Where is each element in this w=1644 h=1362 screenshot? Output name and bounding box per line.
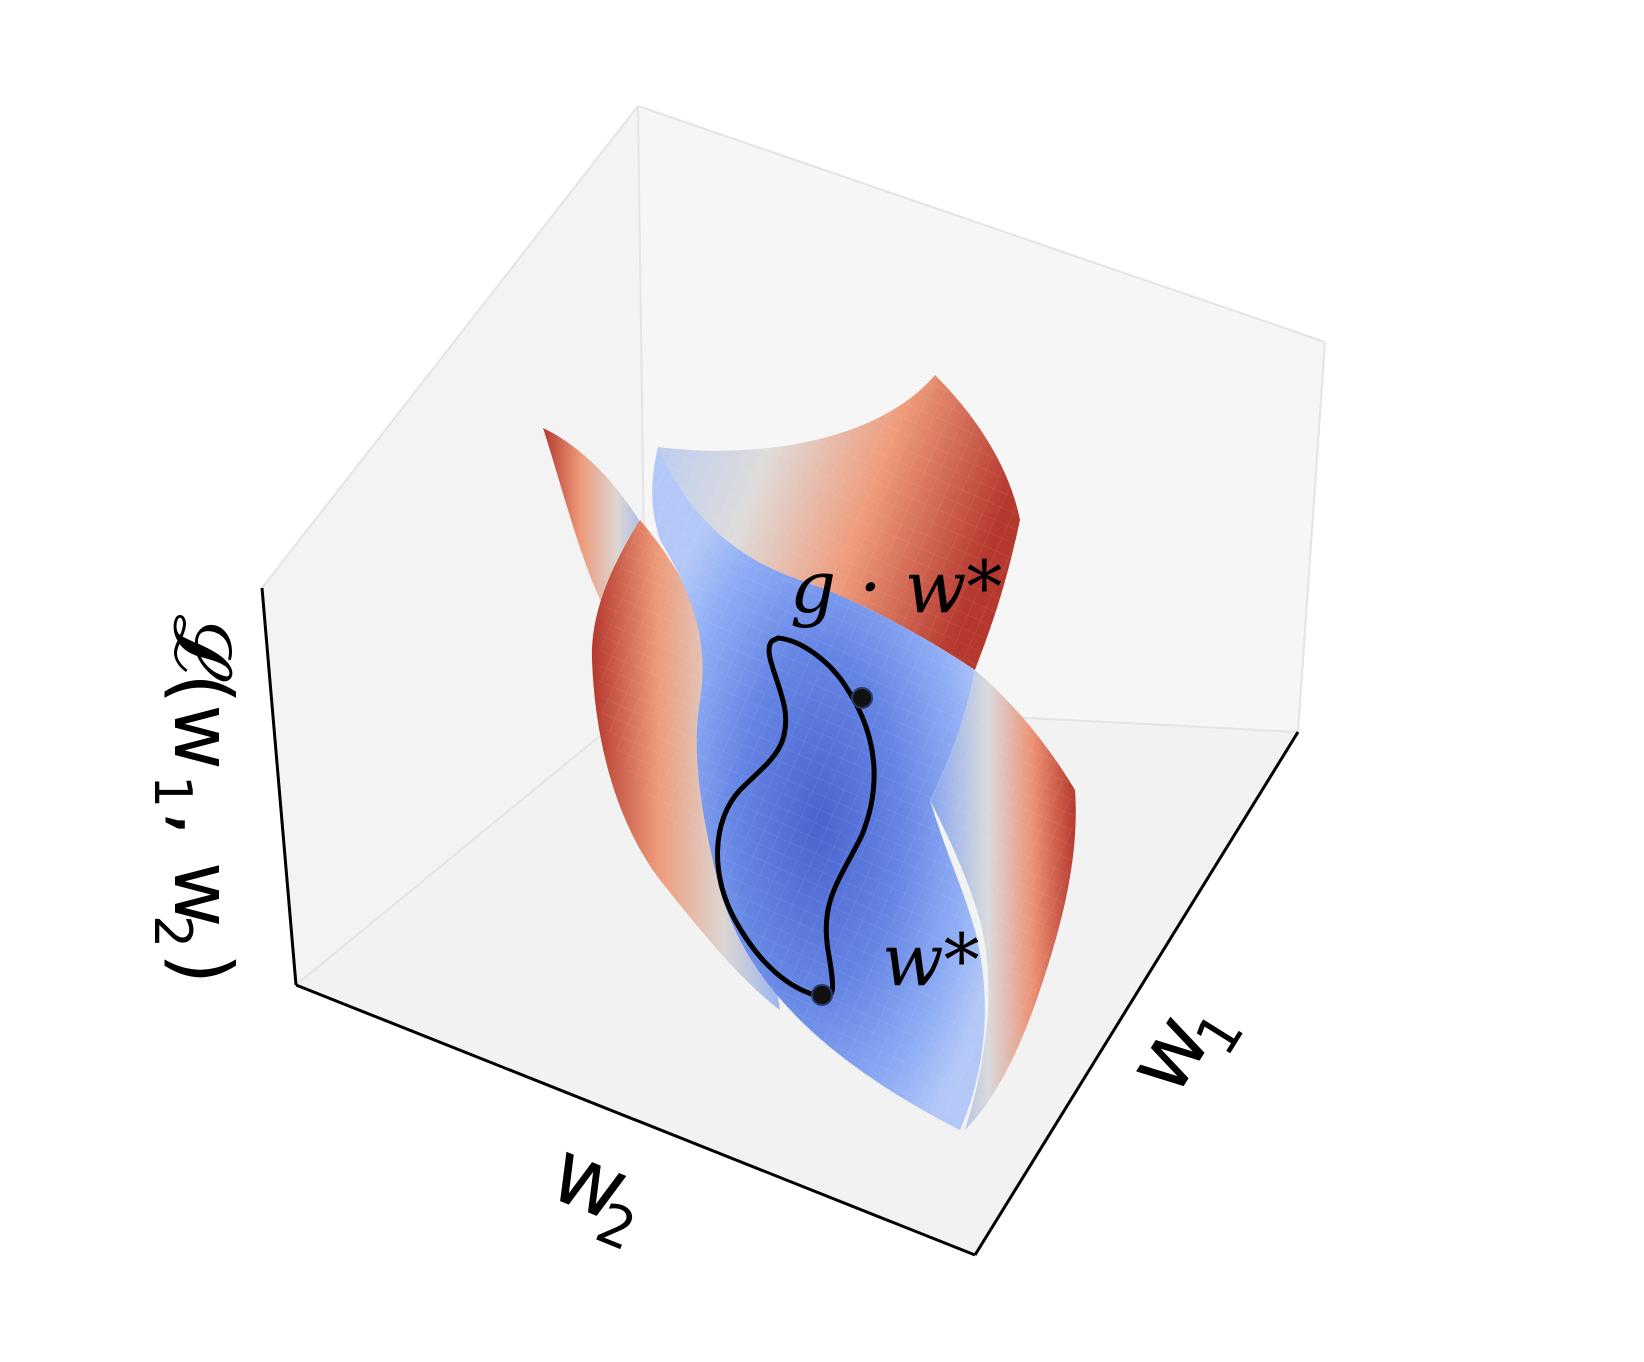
optimum-label: w*	[882, 918, 980, 1002]
surface-mesh	[598, 375, 1076, 1130]
loss-axis-label-sub2: 2	[142, 915, 202, 948]
loss-axis-label-end: )	[156, 953, 249, 984]
pane-edge-right	[1297, 341, 1326, 733]
loss-axis-label-mid: , w	[156, 811, 249, 927]
pane-edge-floor-left	[295, 697, 647, 986]
loss-axis-label: 𝓛(w 1 , w 2 )	[142, 615, 249, 984]
back-left-pane	[262, 106, 646, 985]
orbit-point-marker	[851, 687, 873, 709]
loss-axis-label-sub1: 1	[142, 775, 202, 808]
loss-axis-label-main: 𝓛(w	[156, 615, 249, 770]
loss-surface	[543, 375, 1076, 1130]
z-axis-line	[260, 587, 298, 986]
pane-edge-top-right	[637, 105, 1326, 343]
pane-edge-top-left	[261, 105, 639, 589]
w2-axis-line	[295, 983, 976, 1257]
orbit-point-label: g · w*	[790, 545, 1002, 629]
optimum-point-marker	[811, 984, 833, 1006]
axis-lines	[260, 587, 1300, 1257]
w1-axis-line	[973, 731, 1300, 1256]
w2-axis-label: w 2	[537, 1119, 644, 1264]
